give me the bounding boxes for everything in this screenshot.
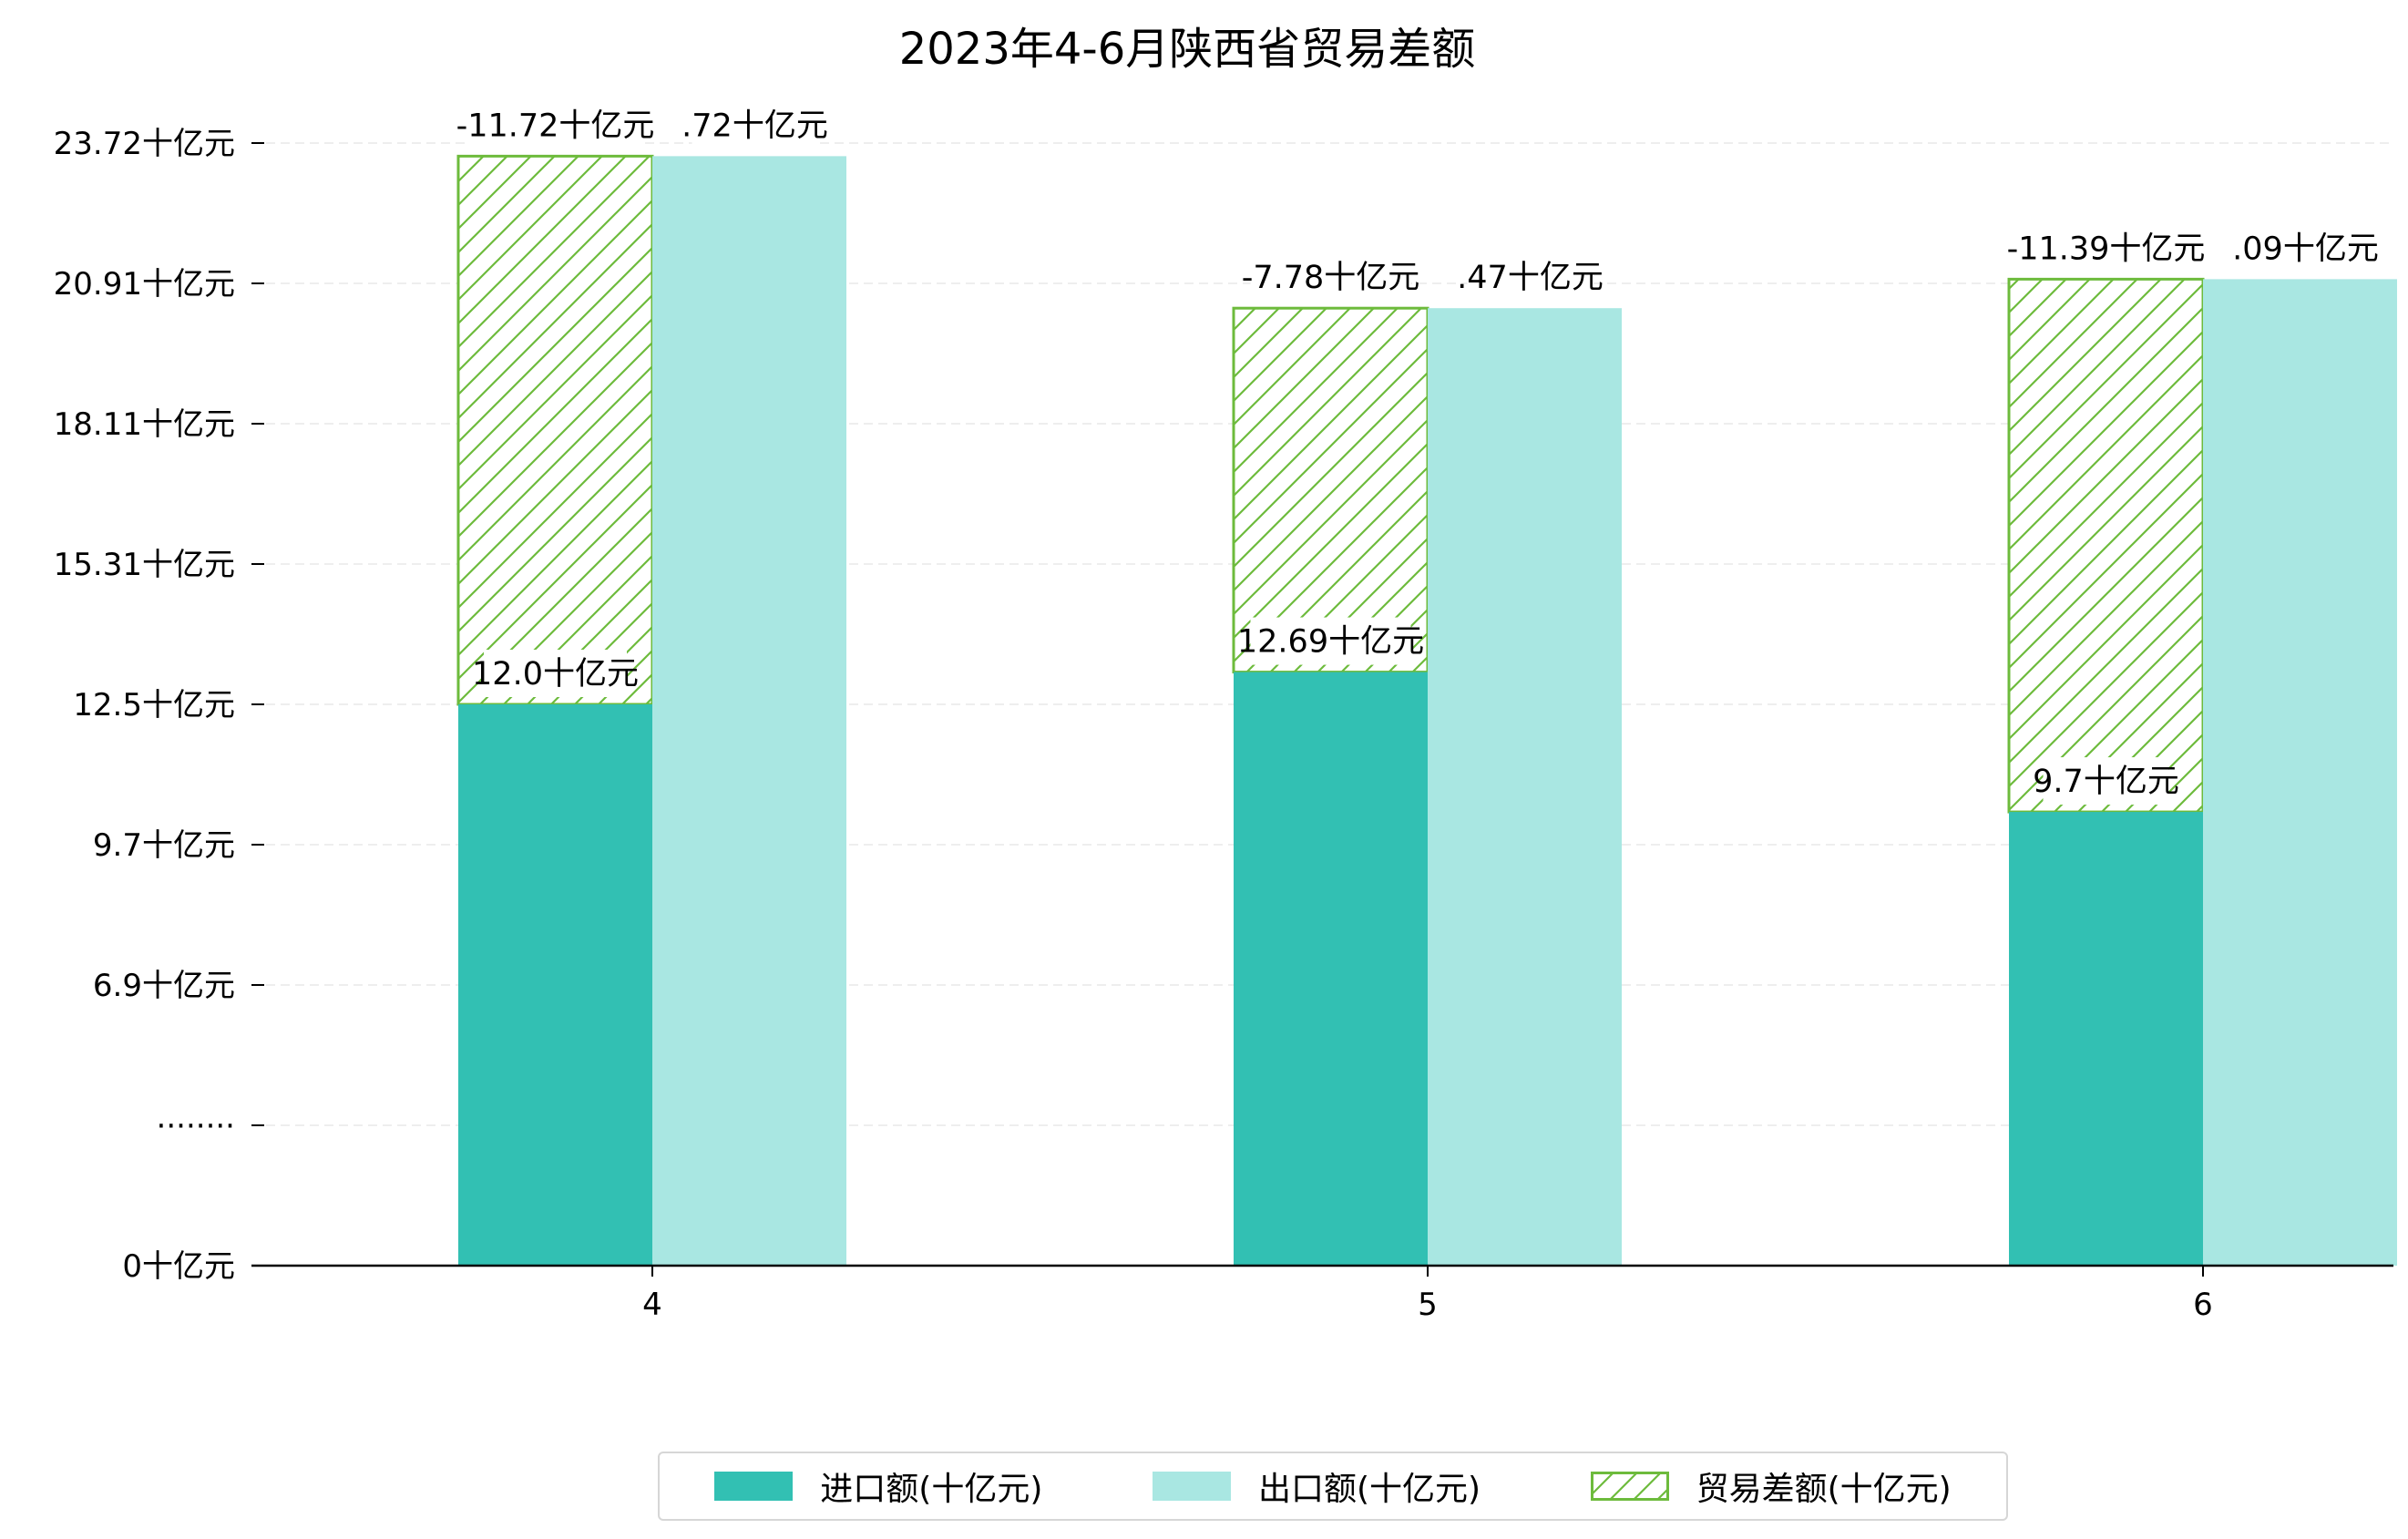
balance-bar (456, 154, 654, 706)
legend: 进口额(十亿元) 出口额(十亿元) 贸易差额(十亿元) (658, 1452, 2008, 1521)
balance-data-label-group: -11.39十亿元 (2007, 224, 2206, 272)
import-data-label-group: 9.7十亿元 (2033, 757, 2179, 805)
import-data-label-group: 12.0十亿元 (472, 650, 639, 697)
chart-title: 2023年4-6月陕西省贸易差额 (899, 24, 1476, 75)
legend-item-balance: 贸易差额(十亿元) (1590, 1462, 1952, 1510)
y-tick-label: 0十亿元 (122, 1248, 235, 1285)
legend-item-import: 进口额(十亿元) (714, 1462, 1042, 1510)
import-data-label-bg (484, 650, 627, 697)
y-tick-label: 15.31十亿元 (54, 547, 235, 583)
balance-bar (1232, 306, 1429, 674)
legend-swatch-export (1152, 1472, 1231, 1501)
y-tick-label: 9.7十亿元 (93, 827, 235, 864)
balance-data-label-bg (466, 101, 644, 149)
legend-swatch-balance (1590, 1472, 1669, 1501)
import-bar (458, 704, 652, 1266)
import-data-label: 9.7十亿元 (2033, 764, 2179, 800)
balance-bar (2007, 277, 2205, 814)
balance-data-label-group: -7.78十亿元 (1242, 253, 1420, 302)
export-data-label-group: .09十亿元 (2232, 224, 2379, 272)
y-tick-label: 23.72十亿元 (54, 126, 235, 162)
balance-data-label: -11.72十亿元 (456, 108, 655, 144)
import-bar (2009, 812, 2203, 1266)
legend-label-import: 进口额(十亿元) (820, 1471, 1043, 1508)
legend-label-balance: 贸易差额(十亿元) (1696, 1471, 1952, 1508)
balance-data-label-group: -11.72十亿元 (456, 101, 655, 149)
y-tick-label: ········ (157, 1108, 235, 1144)
export-data-label-bg (692, 101, 818, 149)
export-data-label: .72十亿元 (681, 108, 828, 144)
y-tick-label: 18.11十亿元 (54, 406, 235, 443)
x-tick-label: 4 (642, 1287, 662, 1323)
x-axis: 4 5 6 (642, 1266, 2213, 1323)
import-data-label: 12.69十亿元 (1237, 624, 1424, 661)
x-tick-label: 6 (2193, 1287, 2213, 1323)
export-bar (1428, 308, 1622, 1266)
export-bar (2203, 279, 2397, 1266)
x-tick-label: 5 (1418, 1287, 1438, 1323)
export-data-label: .47十亿元 (1457, 260, 1604, 296)
export-bar (652, 156, 846, 1267)
balance-data-label-bg (2017, 224, 2195, 272)
balance-data-label: -11.39十亿元 (2007, 231, 2206, 267)
y-tick-label: 20.91十亿元 (54, 266, 235, 303)
legend-item-export: 出口额(十亿元) (1152, 1462, 1481, 1510)
import-data-label-group: 12.69十亿元 (1237, 617, 1424, 665)
import-data-label: 12.0十亿元 (472, 656, 639, 693)
legend-swatch-import (714, 1472, 794, 1501)
export-data-label-bg (1467, 253, 1593, 302)
export-data-label-group: .47十亿元 (1457, 253, 1604, 302)
legend-label-export: 出口额(十亿元) (1257, 1471, 1481, 1508)
balance-data-label: -7.78十亿元 (1242, 260, 1420, 296)
y-axis: 0十亿元 ········ 6.9十亿元 9.7十亿元 12.5十亿元 15.31十亿元 1… (54, 126, 264, 1285)
export-data-label: .09十亿元 (2232, 231, 2379, 267)
bars (456, 154, 2397, 1267)
import-bar (1234, 672, 1428, 1266)
import-data-label-bg (1250, 617, 1411, 665)
y-tick-label: 12.5十亿元 (73, 687, 235, 723)
balance-data-label-bg (1250, 253, 1411, 302)
export-data-label-group: .72十亿元 (681, 101, 828, 149)
import-data-label-bg (2043, 757, 2169, 805)
data-labels: .72十亿元 -11.72十亿元 12.0十亿元 .47十亿元 -7.78十亿元 12.6… (456, 101, 2379, 805)
export-data-label-bg (2242, 224, 2369, 272)
y-tick-label: 6.9十亿元 (93, 968, 235, 1004)
